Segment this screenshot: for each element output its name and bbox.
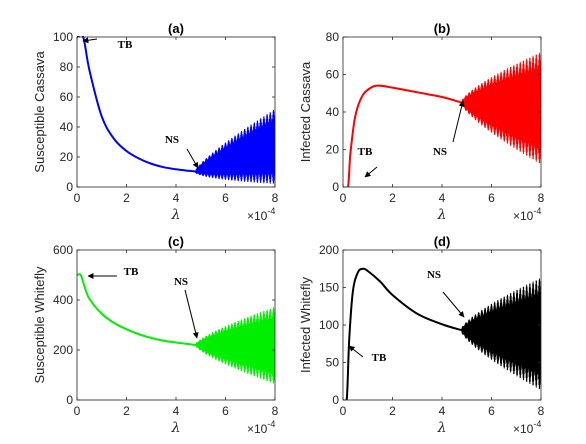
x-tick-label: 4 <box>173 191 180 205</box>
y-axis-label: Susceptible Whitefly <box>32 266 47 384</box>
panel-d: 0 2 4 6 8 0 50 100 150 200 (d) Infected Whitefly λ ×1… <box>298 234 545 436</box>
x-tick-label: 8 <box>272 404 279 418</box>
annotation-ns: NS <box>433 146 447 158</box>
x-tick-label: 8 <box>538 404 545 418</box>
panel-title: (a) <box>168 21 184 36</box>
series-oscillation <box>195 109 275 184</box>
series-oscillation <box>195 307 275 384</box>
annotation-arrow <box>364 166 378 178</box>
x-tick-label: 0 <box>74 404 81 418</box>
panel-title: (d) <box>434 234 451 249</box>
x-tick-label: 0 <box>340 404 347 418</box>
series-line-smooth <box>343 84 463 187</box>
x-axis-multiplier: ×10-4 <box>247 206 275 223</box>
panel-title: (c) <box>168 234 184 249</box>
y-tick-label: 100 <box>53 30 73 44</box>
x-tick-label: 6 <box>488 404 495 418</box>
annotation-tb: TB <box>118 39 133 51</box>
annotation-ns: NS <box>174 276 188 288</box>
x-tick-label: 4 <box>439 191 446 205</box>
y-tick-label: 40 <box>326 105 340 119</box>
y-tick-label: 40 <box>60 120 74 134</box>
x-tick-label: 2 <box>389 404 396 418</box>
y-tick-label: 100 <box>319 318 339 332</box>
y-tick-label: 80 <box>326 30 340 44</box>
series-group <box>343 267 541 400</box>
annotation-tb: TB <box>358 146 373 158</box>
annotation-arrow <box>452 100 465 143</box>
series-line-smooth <box>77 36 196 173</box>
panel-title: (b) <box>434 21 451 36</box>
y-tick-label: 200 <box>319 243 339 257</box>
y-tick-label: 80 <box>60 60 74 74</box>
x-tick-label: 2 <box>123 191 130 205</box>
x-tick-label: 0 <box>74 191 81 205</box>
series-group <box>77 273 275 384</box>
annotation-tb: TB <box>124 266 139 278</box>
x-axis-label: λ <box>171 207 181 223</box>
x-axis-label: λ <box>437 207 447 223</box>
x-tick-label: 6 <box>222 191 229 205</box>
y-tick-label: 60 <box>60 90 74 104</box>
x-axis-label: λ <box>437 420 447 436</box>
x-tick-label: 4 <box>173 404 180 418</box>
annotation-arrow <box>442 291 465 318</box>
x-tick-label: 2 <box>389 191 396 205</box>
x-tick-label: 8 <box>538 191 545 205</box>
x-tick-label: 6 <box>222 404 229 418</box>
y-tick-label: 150 <box>319 281 339 295</box>
annotation-arrow <box>184 289 199 339</box>
y-axis-label: Infected Cassava <box>298 61 313 162</box>
x-tick-label: 0 <box>340 191 347 205</box>
y-tick-label: 200 <box>53 343 73 357</box>
y-tick-label: 0 <box>66 180 73 194</box>
annotation-arrow <box>186 148 199 169</box>
annotation-arrow <box>348 345 364 358</box>
x-axis-multiplier: ×10-4 <box>513 206 541 223</box>
y-tick-label: 400 <box>53 293 73 307</box>
annotation-tb: TB <box>372 352 387 364</box>
x-tick-label: 4 <box>439 404 446 418</box>
x-axis-multiplier: ×10-4 <box>513 419 541 436</box>
series-group <box>77 36 275 184</box>
series-line-smooth <box>77 273 196 346</box>
annotation-arrow <box>82 37 98 44</box>
annotation-ns: NS <box>165 134 179 146</box>
y-tick-label: 20 <box>60 150 74 164</box>
panel-c: 0 2 4 6 8 0 200 400 600 (c) Susceptible Whitefly λ ×… <box>32 234 279 436</box>
annotation-ns: NS <box>427 269 441 281</box>
y-tick-label: 20 <box>326 143 340 157</box>
y-tick-label: 0 <box>332 393 339 407</box>
y-axis-label: Susceptible Cassava <box>32 51 47 173</box>
y-axis-label: Infected Whitefly <box>298 276 313 373</box>
x-axis-label: λ <box>171 420 181 436</box>
y-tick-label: 0 <box>332 180 339 194</box>
series-group <box>343 52 541 187</box>
x-tick-label: 2 <box>123 404 130 418</box>
series-oscillation <box>461 278 541 389</box>
x-axis-multiplier: ×10-4 <box>247 419 275 436</box>
series-line-smooth <box>343 267 463 400</box>
y-tick-label: 0 <box>66 393 73 407</box>
x-tick-label: 6 <box>488 191 495 205</box>
series-oscillation <box>461 52 541 164</box>
y-tick-label: 60 <box>326 68 340 82</box>
y-tick-label: 50 <box>326 356 340 370</box>
y-tick-label: 600 <box>53 243 73 257</box>
x-tick-label: 8 <box>272 191 279 205</box>
